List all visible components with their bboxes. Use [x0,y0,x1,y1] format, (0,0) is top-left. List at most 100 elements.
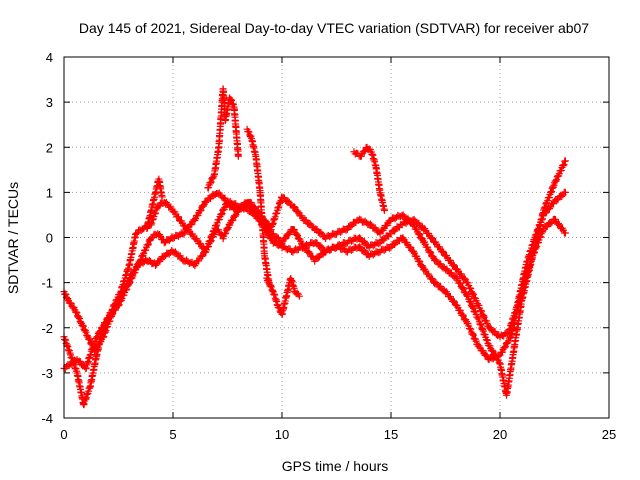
x-tick-label: 10 [275,427,289,442]
data-point-marker [480,313,488,321]
data-point-marker [198,252,206,260]
data-point-marker [347,223,355,231]
data-point-marker [495,359,503,367]
data-point-marker [139,259,147,267]
data-point-marker [477,306,485,314]
data-point-marker [79,321,87,329]
x-tick-label: 0 [60,427,67,442]
data-point-marker [501,344,509,352]
data-point-marker [361,217,369,225]
data-point-marker [416,231,424,239]
data-point-marker [418,262,426,270]
data-point-marker [215,216,223,224]
data-point-marker [269,287,277,295]
y-tick-label: 0 [46,231,53,246]
data-point-marker [224,225,232,233]
data-point-marker [228,97,236,105]
data-point-marker [132,230,140,238]
data-point-marker [466,297,474,305]
data-point-marker [180,230,188,238]
data-point-marker [294,207,302,215]
data-point-marker [197,206,205,214]
data-point-marker [234,152,242,160]
data-point-marker [555,221,563,229]
data-point-marker [459,312,467,320]
data-point-marker [75,315,83,323]
data-point-marker [291,203,299,211]
data-point-marker [290,226,298,234]
series-spike-2 [204,85,242,192]
x-tick-label: 25 [602,427,616,442]
series-spike-14h [350,143,388,214]
data-point-marker [428,234,436,242]
data-points [60,85,569,409]
data-point-marker [199,252,207,260]
data-point-marker [558,192,566,200]
data-point-marker [386,244,394,252]
data-point-marker [552,177,560,185]
data-point-marker [144,241,152,249]
data-point-marker [449,297,457,305]
data-point-marker [290,203,298,211]
data-point-marker [227,96,235,104]
data-point-marker [450,298,458,306]
data-point-marker [85,335,93,343]
data-point-marker [174,232,182,240]
axis-ticks: 0 5 10 15 20 25 -4 -3 -2 -1 0 1 2 3 4 [41,50,616,442]
data-point-marker [306,249,314,257]
data-point-marker [267,281,275,289]
series-spike-1 [143,175,166,232]
data-point-marker [207,178,215,186]
data-point-marker [281,235,289,243]
data-point-marker [158,193,166,201]
grid-lines [64,57,609,418]
data-point-marker [207,237,215,245]
data-point-marker [478,307,486,315]
data-point-marker [459,311,467,319]
data-point-marker [469,304,477,312]
y-tick-label: 2 [46,140,53,155]
data-point-marker [125,275,133,283]
data-point-marker [415,230,423,238]
data-point-marker [501,343,509,351]
data-point-marker [284,197,292,205]
data-point-marker [75,313,83,321]
data-point-marker [469,289,477,297]
data-point-marker [262,218,270,226]
data-point-marker [305,248,313,256]
data-point-marker [67,299,75,307]
data-point-marker [482,351,490,359]
series-cluster-10h [263,274,303,318]
data-point-marker [463,291,471,299]
data-point-marker [360,148,368,156]
y-tick-label: -2 [41,321,53,336]
data-point-marker [467,298,475,306]
data-point-marker [429,235,437,243]
data-point-marker [165,237,173,245]
series-track-3 [60,157,569,409]
data-point-marker [561,188,569,196]
data-point-marker [467,325,475,333]
data-point-marker [100,323,108,331]
data-point-marker [72,308,80,316]
data-point-marker [273,233,281,241]
data-point-marker [295,292,303,300]
y-axis-label: SDTVAR / TECUs [5,182,21,294]
data-point-marker [265,277,273,285]
data-point-marker [206,179,214,187]
data-point-marker [152,261,160,269]
data-point-marker [559,162,567,170]
data-point-marker [267,283,275,291]
data-point-marker [561,229,569,237]
data-point-marker [99,324,107,332]
data-point-marker [366,220,374,228]
data-point-marker [547,219,555,227]
data-point-marker [306,219,314,227]
y-tick-label: -4 [41,411,53,426]
data-point-marker [380,206,388,214]
data-point-marker [206,238,214,246]
data-point-marker [147,234,155,242]
data-point-marker [480,312,488,320]
